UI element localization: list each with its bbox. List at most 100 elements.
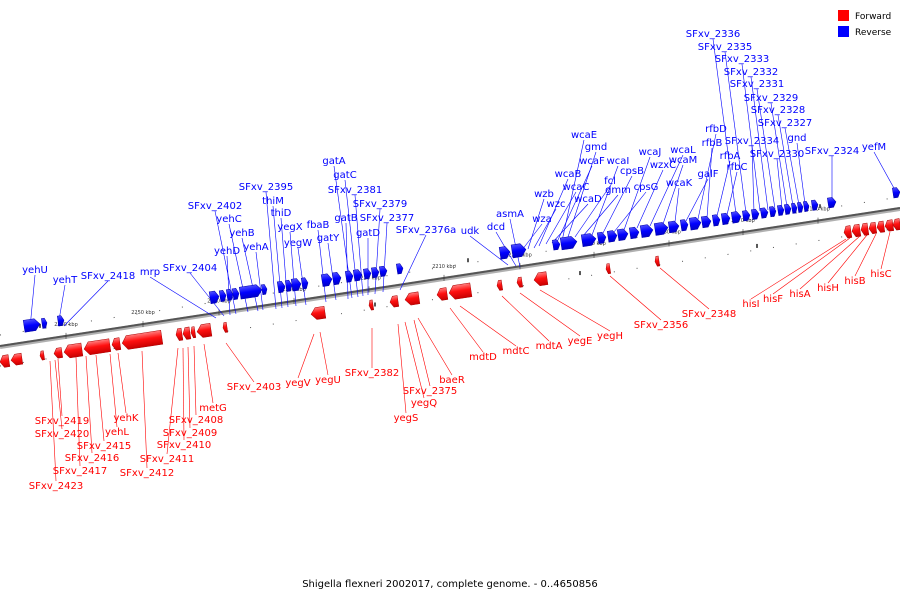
gene-label: mrp xyxy=(140,267,160,278)
reverse-gene-arrow xyxy=(730,211,742,224)
reverse-gene-arrow xyxy=(802,201,810,212)
gene-label: gnd xyxy=(787,133,806,144)
gene-label: SFxv_2408 xyxy=(169,415,223,426)
forward-gene-arrow xyxy=(860,222,870,236)
forward-gene-arrow xyxy=(876,220,886,233)
gene-label: asmA xyxy=(496,209,524,220)
reverse-gene-arrow xyxy=(796,201,804,213)
gene-label: gmd xyxy=(585,142,607,153)
label-leader-line xyxy=(659,267,710,310)
gene-label: yegU xyxy=(315,375,341,386)
label-leader-line xyxy=(750,76,769,211)
reverse-gene-arrow xyxy=(225,288,234,301)
label-leader-line xyxy=(57,358,63,417)
gene-label: yehC xyxy=(216,214,241,225)
reverse-gene-arrow xyxy=(700,215,712,229)
reverse-gene-arrow xyxy=(510,243,527,259)
gene-label: yehA xyxy=(243,242,268,253)
label-leader-line xyxy=(609,275,662,321)
legend-reverse-swatch xyxy=(838,26,849,37)
gene-label: yehK xyxy=(114,413,139,424)
label-leader-line xyxy=(459,305,517,347)
gene-label: SFxv_2329 xyxy=(744,93,798,104)
reverse-gene-arrow xyxy=(639,224,654,238)
reverse-gene-arrow xyxy=(667,220,680,234)
label-leader-line xyxy=(662,164,684,225)
label-leader-line xyxy=(397,323,407,414)
label-leader-line xyxy=(449,307,484,353)
reverse-gene-arrow xyxy=(498,246,511,260)
gene-label: wcaE xyxy=(571,130,597,141)
forward-gene-arrow xyxy=(196,322,213,338)
gene-label: mdtD xyxy=(469,352,497,363)
gene-features xyxy=(0,187,900,368)
forward-gene-arrow xyxy=(389,295,400,308)
forward-gene-arrow xyxy=(121,329,164,350)
forward-gene-arrow xyxy=(111,337,122,351)
reverse-gene-arrow xyxy=(596,231,607,245)
reverse-gene-arrow xyxy=(208,290,220,305)
reverse-gene-arrow xyxy=(628,226,640,240)
label-leader-line xyxy=(854,233,877,277)
reverse-gene-arrow xyxy=(238,284,263,300)
gene-label: SFxv_2328 xyxy=(751,105,805,116)
gene-label: SFxv_2412 xyxy=(120,468,174,479)
label-leader-line xyxy=(182,347,185,441)
label-leader-line xyxy=(551,203,589,244)
gene-label: SFxv_2331 xyxy=(730,79,784,90)
reverse-gene-arrow xyxy=(741,210,751,222)
reverse-gene-arrow xyxy=(759,207,769,219)
label-leader-line xyxy=(265,191,277,310)
gene-label: metG xyxy=(199,403,227,414)
gene-label: gatY xyxy=(317,233,340,244)
gene-label: gatA xyxy=(322,156,345,167)
reverse-gene-arrow xyxy=(776,204,785,216)
gene-label: wcaC xyxy=(563,182,590,193)
gene-label: fbaB xyxy=(307,220,330,231)
gene-label: hisF xyxy=(763,294,783,305)
label-leader-line xyxy=(189,272,225,317)
label-leader-line xyxy=(784,127,800,206)
label-leader-line xyxy=(399,234,427,291)
gene-label: cpsG xyxy=(634,182,659,193)
label-leader-line xyxy=(297,247,307,306)
label-leader-line xyxy=(561,139,585,242)
label-leader-line xyxy=(521,223,543,251)
gene-label: SFxv_2418 xyxy=(81,271,135,282)
gene-label: SFxv_2333 xyxy=(715,54,769,65)
gene-label: yehL xyxy=(105,427,129,438)
gene-label: SFxv_2395 xyxy=(239,182,293,193)
gene-label: SFxv_2381 xyxy=(328,185,382,196)
forward-gene-arrow xyxy=(892,218,900,231)
gene-label: yegS xyxy=(394,413,419,424)
label-leader-line xyxy=(193,345,197,416)
gene-label: hisC xyxy=(870,269,891,280)
label-leader-line xyxy=(297,333,315,379)
forward-gene-arrow xyxy=(222,321,229,333)
axis-tick-label: 2190 kbp xyxy=(582,241,606,247)
gene-label: SFxv_2377 xyxy=(360,213,414,224)
label-leader-line xyxy=(85,355,93,454)
label-leader-line xyxy=(685,178,709,222)
gene-label: SFxv_2379 xyxy=(353,199,407,210)
label-leader-line xyxy=(63,280,109,327)
forward-gene-arrow xyxy=(516,276,524,288)
label-leader-line xyxy=(141,350,148,469)
gene-label: cpsB xyxy=(620,166,644,177)
reverse-gene-arrow xyxy=(218,290,227,302)
gene-label: thiD xyxy=(271,208,292,219)
axis-tick-label: 2180 kbp xyxy=(657,229,681,235)
label-leader-line xyxy=(827,234,868,284)
gene-label: udk xyxy=(461,226,480,237)
gene-label: baeR xyxy=(439,375,465,386)
gene-label: SFxv_2411 xyxy=(140,454,194,465)
label-leader-line xyxy=(716,160,731,217)
label-leader-line xyxy=(777,114,794,207)
label-leader-line xyxy=(469,235,509,266)
gene-label: thiM xyxy=(262,196,284,207)
label-leader-line xyxy=(796,142,806,205)
label-leader-line xyxy=(345,222,349,300)
label-leader-line xyxy=(149,276,217,319)
label-leader-line xyxy=(49,360,57,482)
